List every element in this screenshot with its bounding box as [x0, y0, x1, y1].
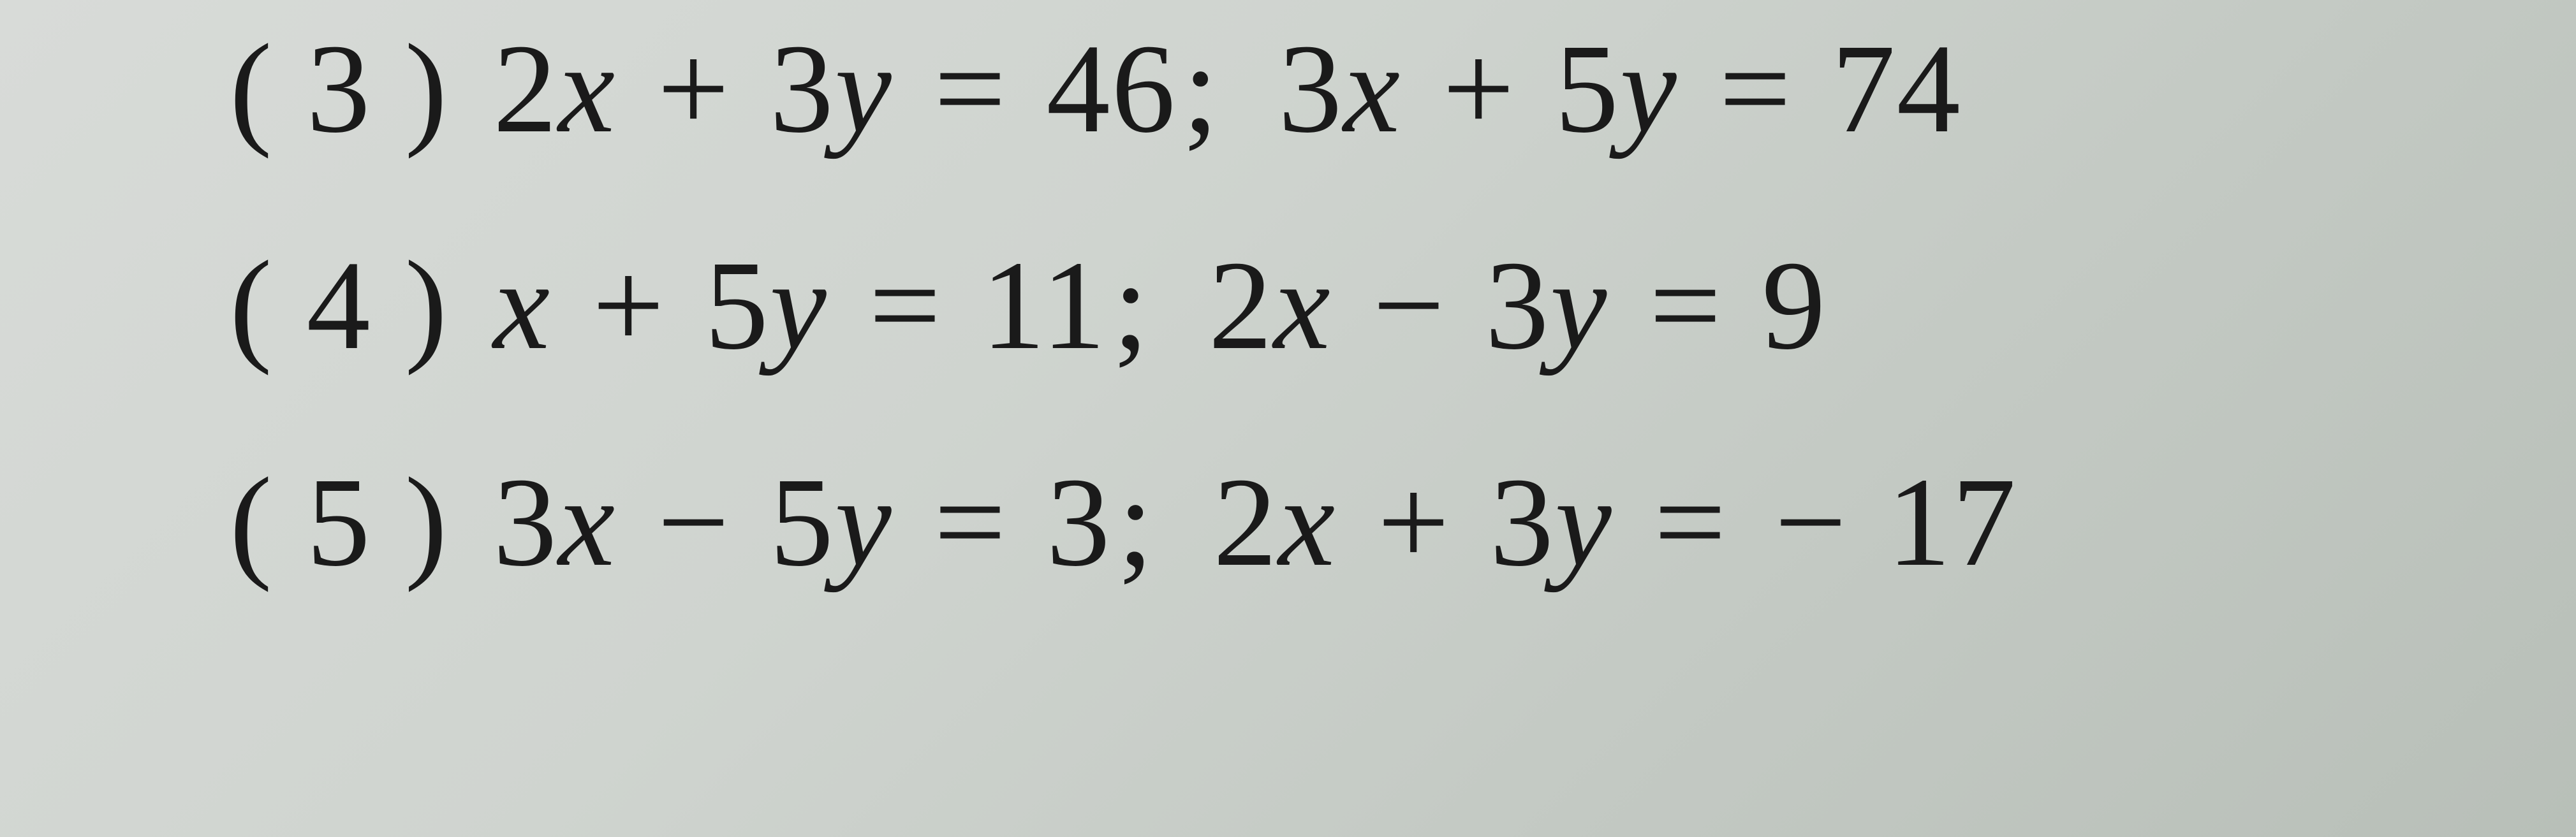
equation-pair: 3x − 5y = 3; 2x + 3y = − 17	[493, 459, 2017, 586]
exercise-item: ( 5 ) 3x − 5y = 3; 2x + 3y = − 17	[230, 459, 2576, 586]
item-number-text: ( 5 )	[230, 452, 448, 593]
equation-pair: x + 5y = 11; 2x − 3y = 9	[493, 242, 1827, 370]
item-number: ( 5 )	[230, 459, 448, 586]
item-number-text: ( 4 )	[230, 235, 448, 376]
item-number-text: ( 3 )	[230, 18, 448, 159]
item-number: ( 4 )	[230, 242, 448, 370]
equation-pair: 2x + 3y = 46; 3x + 5y = 74	[493, 25, 1962, 153]
exercise-item: ( 3 ) 2x + 3y = 46; 3x + 5y = 74	[230, 25, 2576, 153]
exercise-page: ( 3 ) 2x + 3y = 46; 3x + 5y = 74 ( 4 ) x…	[0, 0, 2576, 837]
exercise-item: ( 4 ) x + 5y = 11; 2x − 3y = 9	[230, 242, 2576, 370]
item-number: ( 3 )	[230, 25, 448, 153]
